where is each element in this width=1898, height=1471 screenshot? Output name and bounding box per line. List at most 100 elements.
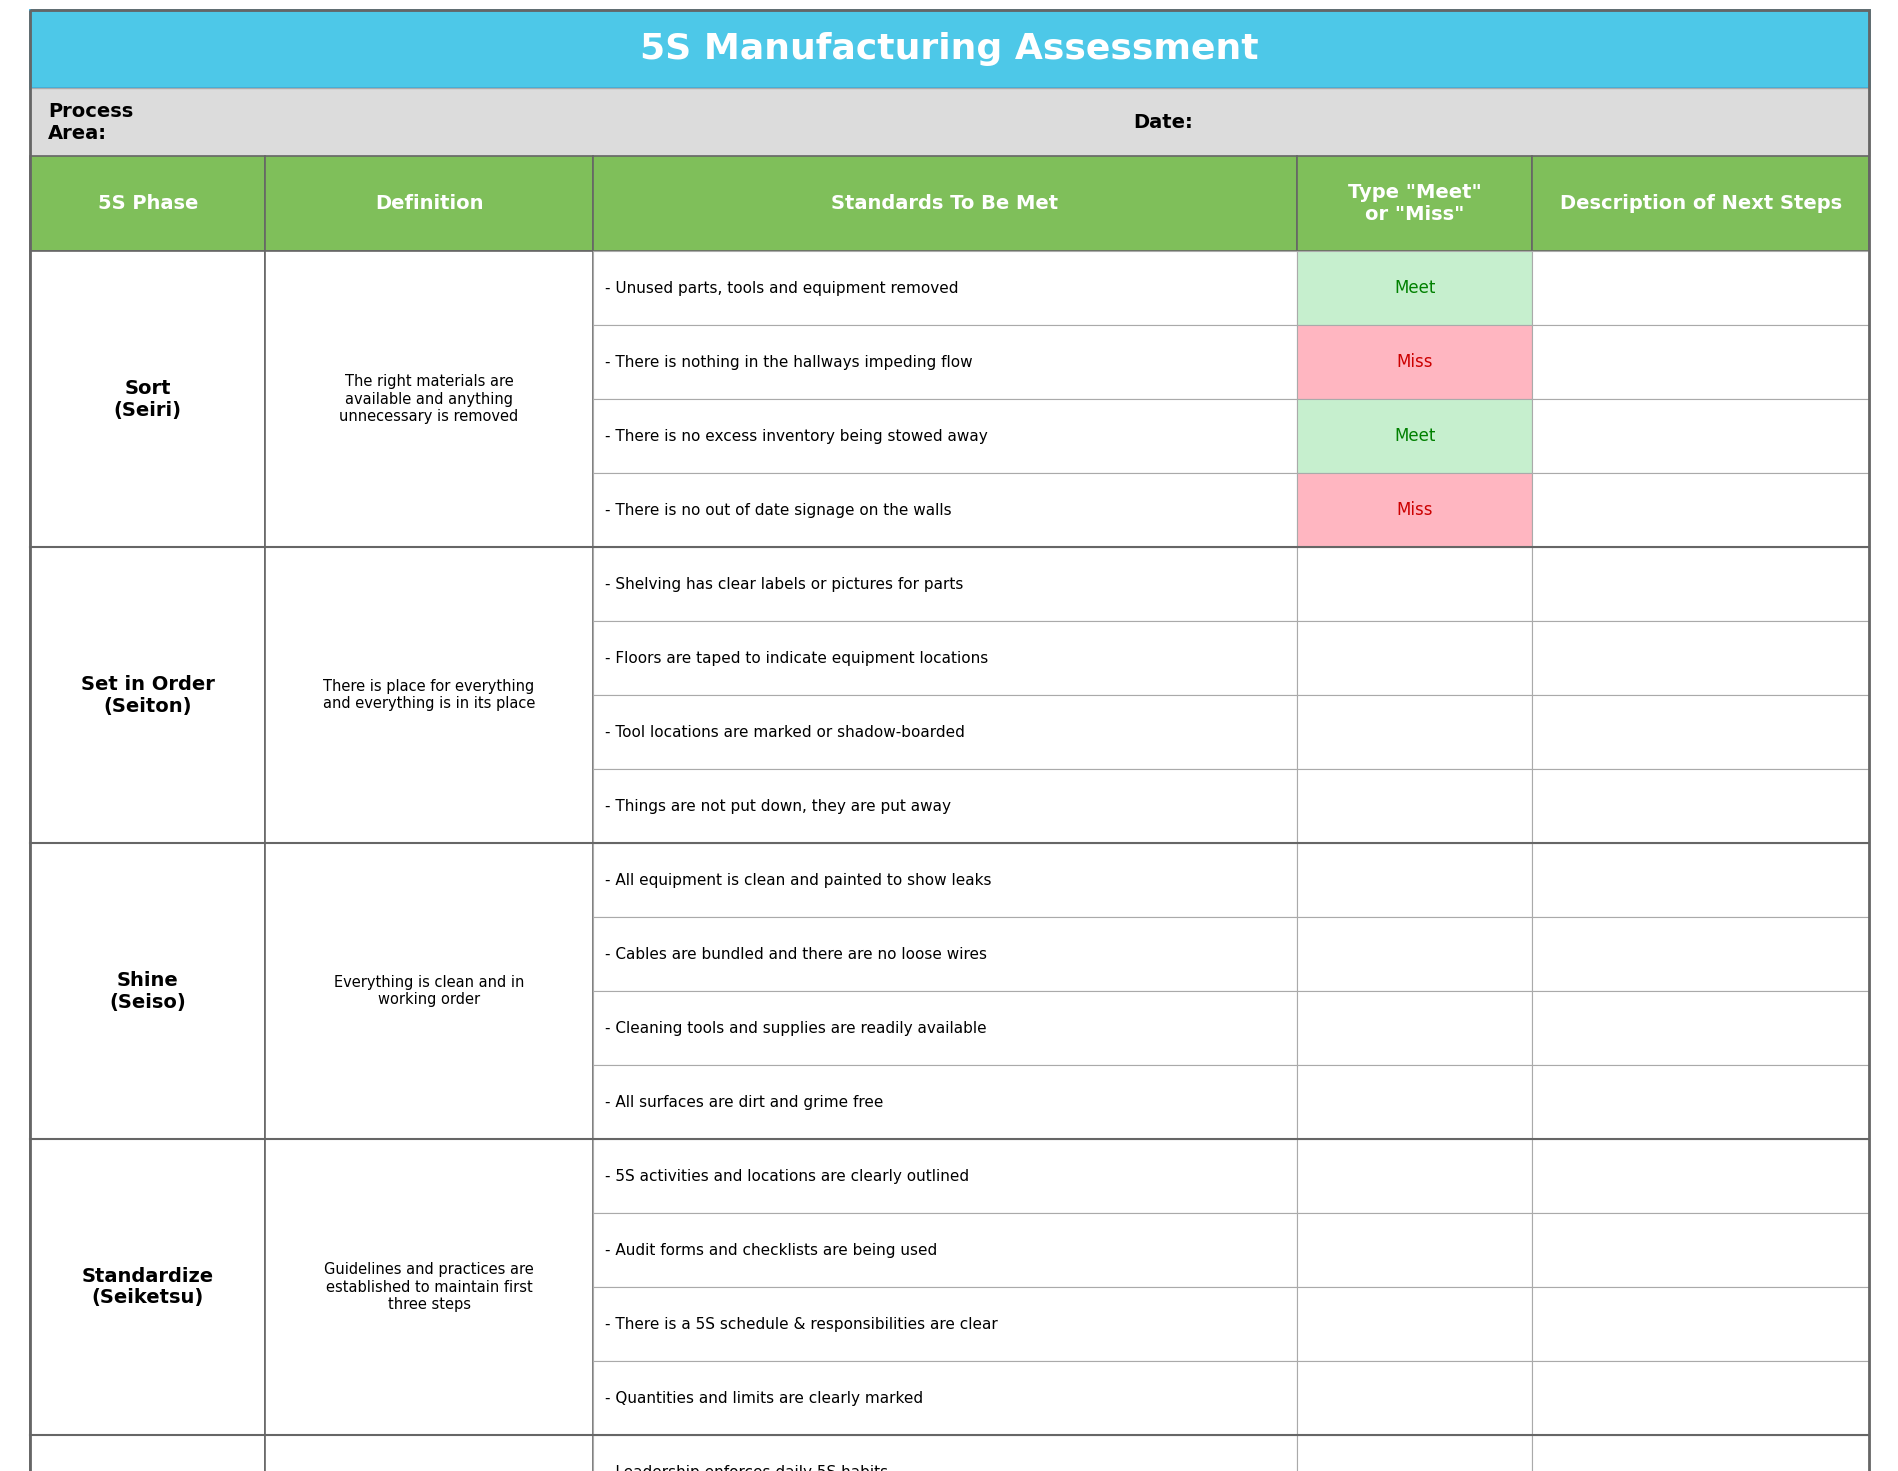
Bar [1532, 547, 1868, 621]
Bar [1532, 1361, 1868, 1436]
Text: - There is no out of date signage on the walls: - There is no out of date signage on the… [604, 503, 951, 518]
Bar [1532, 474, 1868, 547]
Text: Process
Area:: Process Area: [47, 101, 133, 143]
Bar [592, 252, 1296, 325]
Bar [1532, 769, 1868, 843]
Bar [266, 1436, 592, 1471]
Text: - Audit forms and checklists are being used: - Audit forms and checklists are being u… [604, 1243, 936, 1258]
Text: - Tool locations are marked or shadow-boarded: - Tool locations are marked or shadow-bo… [604, 725, 964, 740]
Bar [592, 1214, 1296, 1287]
Text: Type "Meet"
or "Miss": Type "Meet" or "Miss" [1348, 182, 1480, 224]
Text: - Cleaning tools and supplies are readily available: - Cleaning tools and supplies are readil… [604, 1021, 985, 1036]
Text: Meet: Meet [1393, 279, 1435, 297]
Text: Date:: Date: [1133, 112, 1192, 131]
Text: Standards To Be Met: Standards To Be Met [831, 194, 1057, 213]
Bar [592, 1436, 1296, 1471]
Bar [592, 474, 1296, 547]
Text: - Quantities and limits are clearly marked: - Quantities and limits are clearly mark… [604, 1390, 922, 1405]
Text: Definition: Definition [374, 194, 484, 213]
Text: - There is no excess inventory being stowed away: - There is no excess inventory being sto… [604, 428, 987, 443]
Bar [592, 156, 1296, 252]
Text: Sort
(Seiri): Sort (Seiri) [114, 378, 182, 419]
Bar [1296, 843, 1532, 916]
Text: - Floors are taped to indicate equipment locations: - Floors are taped to indicate equipment… [604, 650, 987, 665]
Bar [1296, 1065, 1532, 1139]
Bar [592, 1139, 1296, 1214]
Bar [1532, 1065, 1868, 1139]
Bar [1296, 1361, 1532, 1436]
Bar [1296, 325, 1532, 399]
Bar [592, 547, 1296, 621]
Bar [592, 916, 1296, 991]
Bar [592, 621, 1296, 694]
Bar [30, 1139, 266, 1436]
Bar [30, 156, 266, 252]
Bar [30, 252, 266, 547]
Text: Standardize
(Seiketsu): Standardize (Seiketsu) [82, 1267, 214, 1308]
Bar [1296, 1436, 1532, 1471]
Text: The right materials are
available and anything
unnecessary is removed: The right materials are available and an… [340, 374, 518, 424]
Bar [1296, 1139, 1532, 1214]
Bar [592, 1287, 1296, 1361]
Text: Guidelines and practices are
established to maintain first
three steps: Guidelines and practices are established… [325, 1262, 533, 1312]
Bar [1532, 1139, 1868, 1214]
Bar [1296, 156, 1532, 252]
Text: - All equipment is clean and painted to show leaks: - All equipment is clean and painted to … [604, 872, 991, 887]
Text: Meet: Meet [1393, 427, 1435, 446]
Text: - There is nothing in the hallways impeding flow: - There is nothing in the hallways imped… [604, 355, 972, 369]
Bar [30, 88, 1868, 156]
Text: 5S Manufacturing Assessment: 5S Manufacturing Assessment [640, 32, 1258, 66]
Bar [1532, 843, 1868, 916]
Bar [1532, 621, 1868, 694]
Text: Set in Order
(Seiton): Set in Order (Seiton) [82, 675, 214, 715]
Bar [1296, 769, 1532, 843]
Bar [30, 10, 1868, 88]
Text: 5S Phase: 5S Phase [97, 194, 197, 213]
Bar [1296, 621, 1532, 694]
Bar [1532, 325, 1868, 399]
Bar [266, 1139, 592, 1436]
Text: - 5S activities and locations are clearly outlined: - 5S activities and locations are clearl… [604, 1168, 968, 1184]
Bar [266, 156, 592, 252]
Text: Everything is clean and in
working order: Everything is clean and in working order [334, 975, 524, 1008]
Bar [592, 769, 1296, 843]
Bar [1532, 156, 1868, 252]
Bar [1532, 1214, 1868, 1287]
Bar [592, 1065, 1296, 1139]
Bar [592, 694, 1296, 769]
Text: - There is a 5S schedule & responsibilities are clear: - There is a 5S schedule & responsibilit… [604, 1317, 996, 1331]
Bar [1532, 916, 1868, 991]
Text: - Leadership enforces daily 5S habits: - Leadership enforces daily 5S habits [604, 1465, 888, 1471]
Text: - Shelving has clear labels or pictures for parts: - Shelving has clear labels or pictures … [604, 577, 962, 591]
Bar [1296, 1287, 1532, 1361]
Text: Miss: Miss [1395, 502, 1433, 519]
Bar [1296, 916, 1532, 991]
Bar [30, 1436, 266, 1471]
Bar [30, 843, 266, 1139]
Bar [1532, 694, 1868, 769]
Bar [592, 399, 1296, 474]
Bar [1532, 1287, 1868, 1361]
Text: Description of Next Steps: Description of Next Steps [1558, 194, 1841, 213]
Bar [30, 547, 266, 843]
Bar [1296, 474, 1532, 547]
Text: Shine
(Seiso): Shine (Seiso) [110, 971, 186, 1012]
Text: There is place for everything
and everything is in its place: There is place for everything and everyt… [323, 678, 535, 710]
Bar [592, 843, 1296, 916]
Bar [1532, 399, 1868, 474]
Text: - Cables are bundled and there are no loose wires: - Cables are bundled and there are no lo… [604, 946, 987, 962]
Text: - Things are not put down, they are put away: - Things are not put down, they are put … [604, 799, 951, 813]
Text: - All surfaces are dirt and grime free: - All surfaces are dirt and grime free [604, 1094, 883, 1109]
Bar [266, 252, 592, 547]
Bar [1532, 1436, 1868, 1471]
Bar [592, 1361, 1296, 1436]
Bar [1296, 252, 1532, 325]
Text: - Unused parts, tools and equipment removed: - Unused parts, tools and equipment remo… [604, 281, 958, 296]
Bar [1296, 694, 1532, 769]
Bar [1532, 252, 1868, 325]
Bar [266, 843, 592, 1139]
Bar [1296, 1214, 1532, 1287]
Bar [1532, 991, 1868, 1065]
Bar [1296, 547, 1532, 621]
Text: Miss: Miss [1395, 353, 1433, 371]
